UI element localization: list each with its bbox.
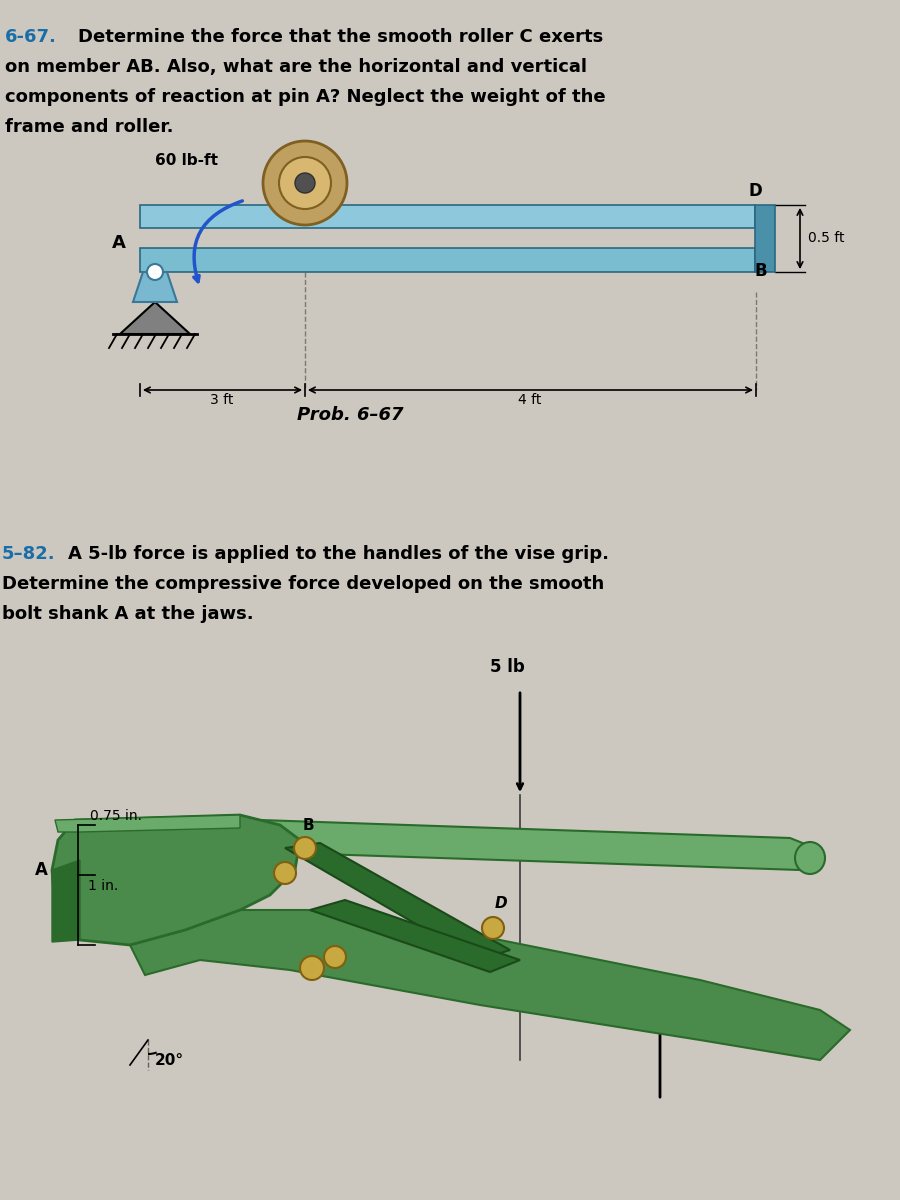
Circle shape (263, 140, 347, 226)
Text: A: A (112, 234, 126, 252)
Text: 20°: 20° (155, 1054, 184, 1068)
Polygon shape (120, 302, 190, 334)
Polygon shape (310, 900, 520, 972)
Text: 1 in.: 1 in. (88, 878, 118, 893)
Text: Determine the compressive force developed on the smooth: Determine the compressive force develope… (2, 575, 604, 593)
Text: components of reaction at pin A? Neglect the weight of the: components of reaction at pin A? Neglect… (5, 88, 606, 106)
Polygon shape (285, 842, 510, 960)
Text: A 5-lb force is applied to the handles of the vise grip.: A 5-lb force is applied to the handles o… (68, 545, 609, 563)
Polygon shape (220, 820, 820, 870)
Text: on member AB. Also, what are the horizontal and vertical: on member AB. Also, what are the horizon… (5, 58, 587, 76)
Text: B: B (303, 818, 315, 833)
Text: B: B (755, 262, 768, 280)
Circle shape (295, 173, 315, 193)
Text: 6-67.: 6-67. (5, 28, 57, 46)
Text: Prob. 6–67: Prob. 6–67 (297, 406, 403, 424)
Ellipse shape (795, 842, 825, 874)
Text: Determine the force that the smooth roller C exerts: Determine the force that the smooth roll… (78, 28, 603, 46)
Text: 4 ft: 4 ft (518, 392, 542, 407)
Text: 0.5 ft: 0.5 ft (808, 230, 844, 245)
Text: 5–82.: 5–82. (2, 545, 56, 563)
Circle shape (300, 956, 324, 980)
Polygon shape (52, 860, 80, 942)
Text: D: D (748, 182, 761, 200)
Polygon shape (55, 815, 240, 832)
Text: 60 lb-ft: 60 lb-ft (155, 152, 218, 168)
Circle shape (324, 946, 346, 968)
Bar (140, 205, 755, 228)
Circle shape (279, 157, 331, 209)
Text: frame and roller.: frame and roller. (5, 118, 174, 136)
Circle shape (147, 264, 163, 280)
Polygon shape (52, 815, 300, 946)
Bar (140, 248, 755, 272)
Bar (755, 205, 775, 272)
Polygon shape (130, 910, 850, 1060)
Text: D: D (495, 896, 508, 911)
Circle shape (274, 862, 296, 884)
Text: 0.75 in.: 0.75 in. (90, 809, 142, 823)
Text: 3 ft: 3 ft (211, 392, 234, 407)
Text: A: A (35, 862, 48, 878)
Polygon shape (133, 272, 177, 302)
Text: 5 lb: 5 lb (490, 658, 525, 676)
Text: bolt shank A at the jaws.: bolt shank A at the jaws. (2, 605, 254, 623)
Circle shape (294, 838, 316, 859)
Circle shape (482, 917, 504, 938)
